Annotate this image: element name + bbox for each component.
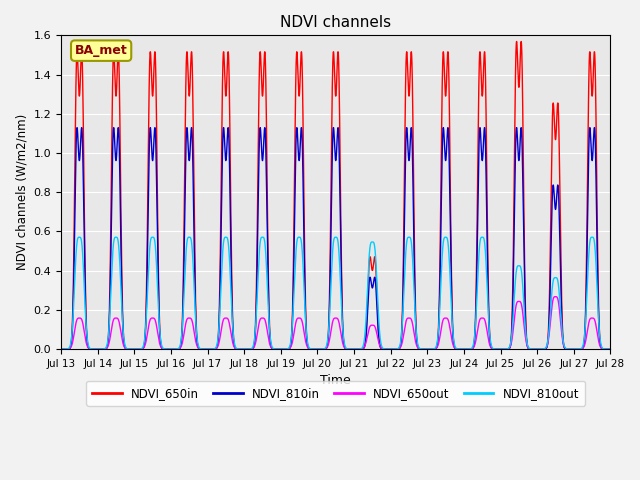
X-axis label: Time: Time [321, 374, 351, 387]
NDVI_810in [70, 284, 77, 290]
NDVI_810in [407, 127, 415, 132]
NDVI_650in [124, 346, 132, 352]
NDVI_650out [607, 346, 614, 352]
NDVI_650out [70, 334, 77, 340]
NDVI_810in [347, 346, 355, 352]
NDVI_650out [407, 316, 415, 322]
Text: BA_met: BA_met [75, 44, 127, 57]
NDVI_650in [607, 346, 614, 352]
NDVI_810in [555, 197, 563, 203]
NDVI_650out [57, 346, 65, 352]
NDVI_650in [347, 346, 355, 352]
NDVI_650in [580, 341, 588, 347]
NDVI_810in [124, 346, 132, 352]
Line: NDVI_810in: NDVI_810in [61, 128, 611, 349]
NDVI_650in [70, 263, 77, 269]
NDVI_810in [607, 346, 614, 352]
NDVI_810out [607, 346, 614, 352]
NDVI_650out [555, 301, 563, 307]
NDVI_810out [407, 237, 415, 243]
NDVI_650in [513, 38, 520, 44]
NDVI_650in [57, 346, 65, 352]
Title: NDVI channels: NDVI channels [280, 15, 391, 30]
NDVI_810out [57, 346, 65, 352]
NDVI_810in [57, 346, 65, 352]
Line: NDVI_650out: NDVI_650out [61, 297, 611, 349]
NDVI_810out [112, 234, 120, 240]
NDVI_650out [347, 346, 355, 352]
NDVI_810out [70, 302, 77, 308]
NDVI_810out [124, 346, 132, 352]
Y-axis label: NDVI channels (W/m2/nm): NDVI channels (W/m2/nm) [15, 114, 28, 270]
NDVI_650out [552, 294, 559, 300]
Legend: NDVI_650in, NDVI_810in, NDVI_650out, NDVI_810out: NDVI_650in, NDVI_810in, NDVI_650out, NDV… [86, 381, 586, 406]
NDVI_650out [580, 344, 588, 350]
NDVI_810out [555, 285, 563, 291]
NDVI_810out [580, 339, 588, 345]
Line: NDVI_810out: NDVI_810out [61, 237, 611, 349]
NDVI_650in [407, 52, 415, 58]
NDVI_810in [115, 125, 122, 131]
NDVI_650out [124, 346, 132, 352]
NDVI_810out [347, 346, 355, 352]
NDVI_810in [580, 343, 588, 348]
Line: NDVI_650in: NDVI_650in [61, 41, 611, 349]
NDVI_650in [555, 122, 563, 128]
